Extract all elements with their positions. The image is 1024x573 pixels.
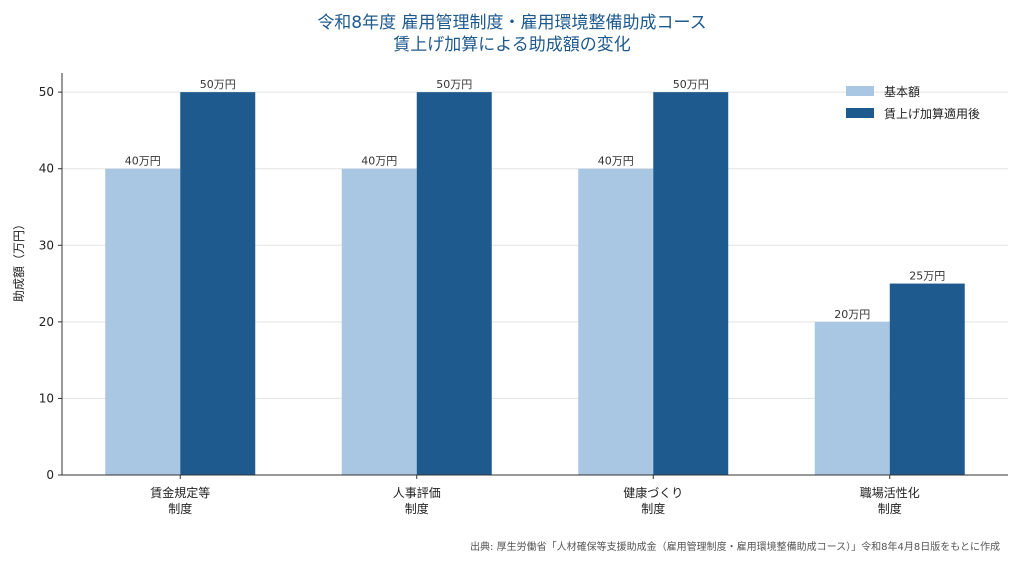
data-label-0-0: 40万円	[125, 155, 161, 168]
bar-raised-1	[416, 92, 492, 476]
x-tick-label-0-1: 制度	[168, 501, 192, 516]
chart-title-line-1: 令和8年度 雇用管理制度・雇用環境整備助成コース	[317, 13, 707, 33]
bar-base-1	[341, 168, 417, 475]
y-tick-label-0: 0	[46, 468, 54, 482]
y-tick-label-20: 20	[39, 315, 54, 329]
bar-raised-3	[889, 283, 965, 475]
y-tick-label-40: 40	[39, 162, 54, 176]
x-tick-label-3-1: 制度	[878, 501, 902, 516]
y-tick-label-10: 10	[39, 391, 54, 405]
bar-base-2	[578, 168, 654, 475]
y-tick-label-30: 30	[39, 238, 54, 252]
bar-base-0	[105, 168, 181, 475]
bar-base-3	[814, 321, 890, 475]
x-tick-label-1-1: 制度	[405, 501, 429, 516]
data-label-0-1: 40万円	[361, 155, 397, 168]
chart-title-line-2: 賃上げ加算による助成額の変化	[393, 35, 631, 55]
data-label-1-2: 50万円	[673, 78, 709, 91]
x-tick-label-2-1: 制度	[641, 501, 665, 516]
data-label-0-3: 20万円	[834, 308, 870, 321]
x-tick-label-3-0: 職場活性化	[860, 486, 920, 500]
bar-raised-2	[653, 92, 729, 476]
data-label-0-2: 40万円	[598, 155, 634, 168]
bar-raised-0	[180, 92, 256, 476]
legend-swatch-0	[846, 86, 874, 96]
x-tick-label-1-0: 人事評価	[393, 485, 441, 500]
data-label-1-1: 50万円	[436, 78, 472, 91]
data-label-1-0: 50万円	[200, 78, 236, 91]
x-tick-label-0-0: 賃金規定等	[150, 485, 210, 500]
chart-title: 令和8年度 雇用管理制度・雇用環境整備助成コース 賃上げ加算による助成額の変化	[0, 12, 1024, 56]
legend-label-0: 基本額	[884, 85, 920, 99]
legend-label-1: 賃上げ加算適用後	[884, 106, 980, 121]
legend-swatch-1	[846, 108, 874, 118]
y-tick-label-50: 50	[39, 85, 54, 99]
data-label-1-3: 25万円	[909, 270, 945, 283]
x-tick-label-2-0: 健康づくり	[623, 485, 683, 500]
source-note: 出典: 厚生労働省「人材確保等支援助成金（雇用管理制度・雇用環境整備助成コース）…	[470, 542, 1000, 553]
